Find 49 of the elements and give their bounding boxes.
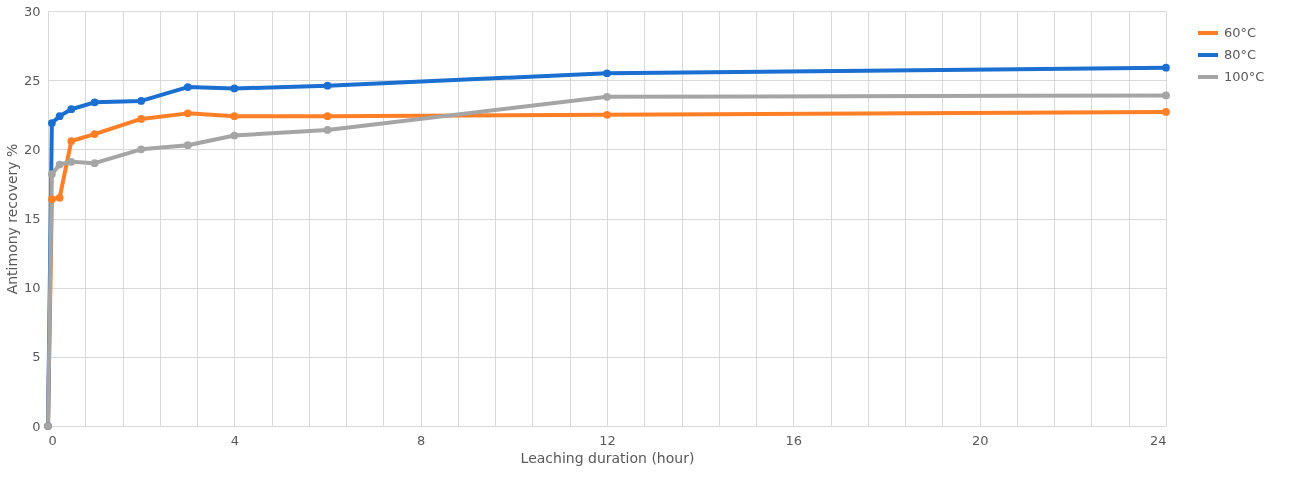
point (1162, 91, 1170, 100)
legend-label: 100°C (1224, 69, 1265, 84)
point (183, 83, 192, 91)
point (323, 81, 332, 90)
point (55, 112, 64, 120)
point (230, 84, 239, 93)
point (47, 170, 56, 179)
y-tick-label: 5 (32, 349, 41, 365)
x-tick-label: 0 (48, 432, 57, 448)
x-tick-label: 8 (417, 432, 426, 448)
point (67, 137, 76, 145)
y-tick-label: 20 (23, 141, 41, 157)
point (603, 92, 611, 101)
point (47, 195, 56, 203)
x-axis-title: Leaching duration (hour) (520, 449, 695, 466)
y-axis-title: Antimony recovery % (3, 143, 20, 295)
point (67, 157, 76, 166)
y-tick-label: 30 (23, 3, 41, 19)
y-tick-label: 10 (23, 280, 41, 296)
point (230, 112, 239, 120)
x-tick-label: 4 (230, 432, 239, 448)
point (137, 115, 146, 123)
point (183, 109, 192, 118)
point (323, 112, 332, 120)
y-tick-label: 0 (32, 418, 41, 434)
point (1162, 63, 1170, 72)
point (230, 131, 239, 140)
point (137, 97, 146, 105)
point (137, 145, 146, 154)
point (603, 69, 611, 78)
x-tick-label: 20 (971, 432, 989, 448)
point (67, 105, 76, 114)
point (90, 130, 99, 138)
legend-label: 60°C (1224, 25, 1257, 40)
point (55, 160, 64, 169)
x-tick-label: 16 (785, 432, 803, 448)
point (603, 110, 611, 119)
x-tick-label: 12 (599, 432, 616, 448)
y-tick-label: 25 (23, 72, 41, 88)
point (90, 98, 99, 107)
point (55, 193, 64, 202)
point (323, 126, 332, 134)
point (90, 159, 99, 168)
y-tick-label: 15 (23, 211, 41, 226)
legend-label: 80°C (1224, 47, 1257, 62)
x-tick-label: 24 (1149, 432, 1167, 448)
point (47, 119, 56, 127)
point (1162, 108, 1170, 116)
point (183, 141, 192, 150)
